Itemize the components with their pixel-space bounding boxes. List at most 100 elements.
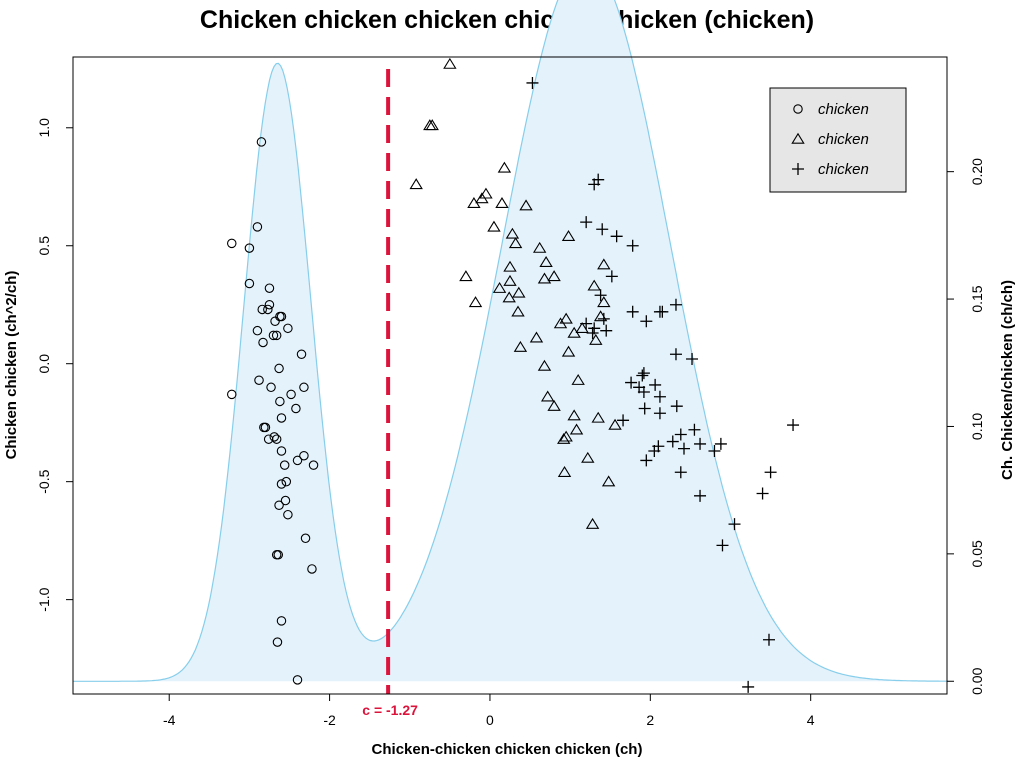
data-point-triangle-3 xyxy=(409,178,423,190)
scatter-points xyxy=(227,57,800,693)
data-point-plus-37 xyxy=(694,437,707,450)
x-tick-label: 4 xyxy=(807,712,815,728)
data-point-triangle-10 xyxy=(487,220,501,232)
data-point-plus-6 xyxy=(626,239,639,252)
density-fill xyxy=(73,0,947,682)
data-point-plus-50 xyxy=(742,680,755,693)
data-point-circle-42 xyxy=(300,533,311,544)
x-tick-label: -4 xyxy=(163,712,176,728)
data-point-plus-41 xyxy=(640,454,653,467)
threshold-label: c = -1.27 xyxy=(362,702,418,718)
data-point-circle-32 xyxy=(276,446,287,456)
data-point-triangle-13 xyxy=(532,241,547,253)
data-point-triangle-7 xyxy=(495,197,509,208)
data-point-triangle-22 xyxy=(587,279,601,291)
data-point-circle-0 xyxy=(256,137,267,147)
data-point-plus-22 xyxy=(636,369,649,382)
data-point-plus-12 xyxy=(669,298,682,311)
data-point-circle-19 xyxy=(254,375,264,385)
data-point-circle-47 xyxy=(272,637,283,647)
data-point-circle-5 xyxy=(264,283,275,293)
data-point-plus-34 xyxy=(666,435,679,448)
data-point-triangle-26 xyxy=(468,296,483,308)
data-point-circle-8 xyxy=(263,304,273,315)
data-point-plus-4 xyxy=(596,223,609,236)
legend-label: chicken xyxy=(818,101,869,118)
data-point-circle-38 xyxy=(276,479,287,489)
data-point-circle-25 xyxy=(291,403,301,414)
x-tick-label: 2 xyxy=(646,712,654,728)
data-point-triangle-28 xyxy=(511,305,525,317)
data-point-triangle-24 xyxy=(512,286,526,298)
data-point-circle-48 xyxy=(292,675,303,685)
x-axis: -4 -2 0 2 4 xyxy=(163,694,815,728)
data-point-triangle-44 xyxy=(608,418,622,430)
data-point-plus-24 xyxy=(633,381,646,394)
data-point-triangle-4 xyxy=(497,161,512,173)
data-point-triangle-14 xyxy=(561,230,576,242)
data-point-triangle-38 xyxy=(537,359,552,371)
data-point-triangle-21 xyxy=(547,270,561,282)
plot-frame xyxy=(72,56,948,695)
x-tick-label: -2 xyxy=(323,712,336,728)
data-point-triangle-35 xyxy=(589,333,603,345)
y2-axis-label: Ch. Chicken/chicken (ch/ch) xyxy=(999,280,1016,480)
data-point-triangle-16 xyxy=(503,260,517,272)
data-point-circle-24 xyxy=(275,396,285,407)
data-point-plus-38 xyxy=(714,437,727,450)
data-point-triangle-25 xyxy=(502,291,516,303)
data-point-circle-46 xyxy=(276,616,287,626)
data-point-plus-0 xyxy=(526,76,539,89)
data-point-plus-48 xyxy=(716,539,729,552)
data-point-triangle-5 xyxy=(479,187,493,199)
legend-label: chicken xyxy=(818,161,869,178)
data-point-circle-21 xyxy=(299,382,309,393)
data-point-plus-44 xyxy=(674,466,687,479)
data-point-plus-15 xyxy=(580,317,593,330)
data-point-plus-23 xyxy=(625,376,638,389)
data-point-circle-26 xyxy=(276,413,287,423)
y-tick-label: 1.0 xyxy=(36,118,52,138)
legend-marker-plus xyxy=(792,163,804,175)
y2-tick-label: 0.00 xyxy=(969,667,985,694)
legend-marker-triangle xyxy=(791,132,805,144)
data-point-plus-2 xyxy=(588,178,601,191)
data-point-circle-35 xyxy=(279,460,290,470)
data-point-circle-40 xyxy=(274,500,284,511)
data-point-triangle-49 xyxy=(557,465,572,477)
y-tick-label: 0.0 xyxy=(36,354,52,374)
data-point-circle-15 xyxy=(271,330,282,341)
data-point-circle-2 xyxy=(252,222,263,232)
data-point-triangle-33 xyxy=(567,326,581,338)
data-point-circle-23 xyxy=(227,389,237,400)
data-point-triangle-12 xyxy=(508,237,523,249)
data-point-circle-6 xyxy=(264,299,275,310)
data-point-plus-40 xyxy=(648,444,661,457)
y2-tick-label: 0.05 xyxy=(969,540,985,567)
data-point-triangle-20 xyxy=(537,272,552,284)
legend-label: chicken xyxy=(818,131,869,148)
legend-box xyxy=(769,87,907,193)
data-point-plus-21 xyxy=(637,367,650,380)
data-point-plus-7 xyxy=(605,270,618,283)
x-tick-label: 0 xyxy=(486,712,494,728)
data-point-circle-4 xyxy=(244,278,255,289)
y2-axis: 0.00 0.05 0.10 0.15 0.20 xyxy=(947,158,985,695)
data-point-triangle-31 xyxy=(553,317,568,329)
data-point-plus-42 xyxy=(787,419,800,432)
data-point-triangle-8 xyxy=(467,197,481,208)
data-point-triangle-48 xyxy=(581,451,595,463)
data-point-circle-29 xyxy=(269,432,280,442)
data-point-plus-5 xyxy=(610,230,623,243)
data-point-triangle-37 xyxy=(561,345,576,357)
data-point-plus-46 xyxy=(694,489,707,502)
data-point-plus-36 xyxy=(677,442,690,455)
data-point-circle-3 xyxy=(244,243,255,253)
data-point-plus-39 xyxy=(708,444,721,457)
legend: chicken chicken chicken xyxy=(769,87,907,193)
data-point-triangle-9 xyxy=(519,199,533,211)
data-point-plus-47 xyxy=(728,518,741,531)
data-point-plus-16 xyxy=(588,322,601,335)
data-point-triangle-27 xyxy=(597,296,611,308)
threshold-line: c = -1.27 xyxy=(362,69,418,718)
